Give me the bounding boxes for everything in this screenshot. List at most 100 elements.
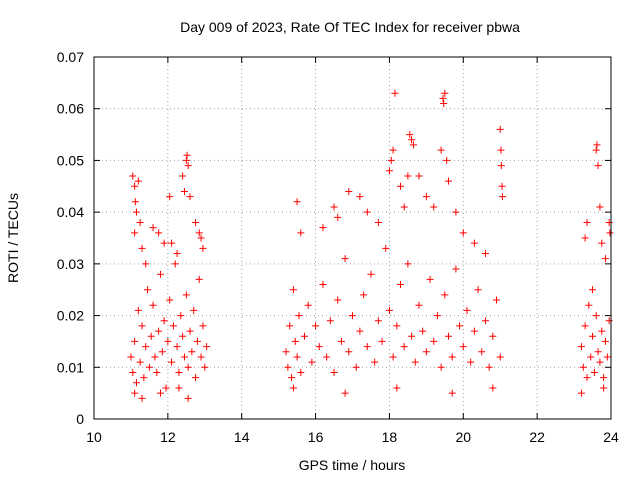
roti-point xyxy=(166,193,174,201)
roti-point xyxy=(498,193,506,201)
roti-point xyxy=(415,301,423,309)
roti-point xyxy=(293,198,301,206)
roti-point xyxy=(179,172,187,180)
roti-point xyxy=(374,218,382,226)
roti-point xyxy=(378,337,386,345)
roti-point xyxy=(308,358,316,366)
roti-point xyxy=(596,358,604,366)
roti-point xyxy=(184,394,192,402)
data-points xyxy=(127,89,614,402)
roti-point xyxy=(489,384,497,392)
roti-point xyxy=(601,255,609,263)
roti-point xyxy=(411,358,419,366)
roti-point xyxy=(445,332,453,340)
roti-point xyxy=(470,327,478,335)
y-axis-label: ROTI / TECUs xyxy=(5,193,21,283)
roti-point xyxy=(173,343,181,351)
roti-point xyxy=(345,348,353,356)
y-tick-label: 0.03 xyxy=(57,256,84,272)
x-tick-label: 22 xyxy=(529,429,545,445)
roti-point xyxy=(162,384,170,392)
roti-point xyxy=(474,286,482,294)
x-tick-label: 16 xyxy=(308,429,324,445)
roti-point xyxy=(583,374,591,382)
roti-point xyxy=(433,312,441,320)
roti-point xyxy=(199,244,207,252)
roti-point xyxy=(304,301,312,309)
roti-point xyxy=(203,343,211,351)
roti-point xyxy=(593,141,601,149)
roti-point xyxy=(330,203,338,211)
roti-point xyxy=(409,141,417,149)
roti-point xyxy=(352,363,360,371)
roti-point xyxy=(286,322,294,330)
roti-point xyxy=(334,296,342,304)
roti-point xyxy=(173,250,181,258)
roti-point xyxy=(295,312,303,320)
roti-point xyxy=(180,353,188,361)
roti-point xyxy=(363,343,371,351)
roti-point xyxy=(180,187,188,195)
roti-point xyxy=(443,156,451,164)
roti-point xyxy=(289,384,297,392)
roti-point xyxy=(481,317,489,325)
roti-point xyxy=(600,374,608,382)
roti-point xyxy=(179,332,187,340)
roti-point xyxy=(606,229,614,237)
roti-point xyxy=(136,358,144,366)
roti-point xyxy=(184,363,192,371)
roti-point xyxy=(437,363,445,371)
roti-point xyxy=(192,218,200,226)
roti-point xyxy=(587,353,595,361)
roti-point xyxy=(452,208,460,216)
roti-point xyxy=(385,306,393,314)
roti-point xyxy=(430,203,438,211)
roti-point xyxy=(142,343,150,351)
roti-point xyxy=(605,317,613,325)
roti-point xyxy=(131,337,139,345)
roti-point xyxy=(594,162,602,170)
roti-point xyxy=(408,136,416,144)
roti-point xyxy=(481,250,489,258)
roti-point xyxy=(168,358,176,366)
roti-point xyxy=(155,229,163,237)
plot-frame xyxy=(93,56,612,420)
roti-point xyxy=(440,100,448,108)
roti-point xyxy=(581,234,589,242)
roti-point xyxy=(589,332,597,340)
roti-point xyxy=(171,260,179,268)
roti-point xyxy=(131,182,139,190)
roti-point xyxy=(288,374,296,382)
roti-point xyxy=(485,363,493,371)
roti-point xyxy=(186,193,194,201)
x-tick-label: 12 xyxy=(160,429,176,445)
roti-point xyxy=(493,296,501,304)
roti-point xyxy=(393,384,401,392)
roti-point xyxy=(197,353,205,361)
x-tick-label: 24 xyxy=(603,429,619,445)
roti-point xyxy=(470,239,478,247)
roti-point xyxy=(345,187,353,195)
roti-point xyxy=(147,332,155,340)
roti-point xyxy=(297,229,305,237)
roti-point xyxy=(188,348,196,356)
roti-point xyxy=(459,343,467,351)
y-tick-label: 0 xyxy=(76,411,84,427)
roti-point xyxy=(467,358,475,366)
roti-point xyxy=(151,353,159,361)
x-tick-label: 18 xyxy=(382,429,398,445)
roti-point xyxy=(319,224,327,232)
roti-point xyxy=(498,182,506,190)
roti-point xyxy=(437,146,445,154)
roti-point xyxy=(291,337,299,345)
roti-point xyxy=(441,89,449,97)
roti-point xyxy=(408,332,416,340)
roti-point xyxy=(155,327,163,335)
roti-point xyxy=(456,322,464,330)
roti-point xyxy=(134,177,142,185)
roti-point xyxy=(169,322,177,330)
roti-point xyxy=(199,322,207,330)
roti-point xyxy=(300,332,308,340)
roti-point xyxy=(156,389,164,397)
y-tick-label: 0.04 xyxy=(57,204,84,220)
